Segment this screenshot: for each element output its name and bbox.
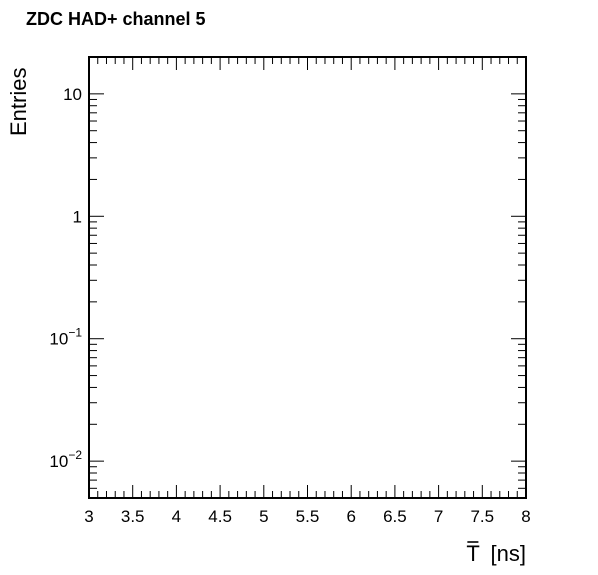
chart-title: ZDC HAD+ channel 5 [26, 9, 206, 29]
x-tick-label: 7 [434, 507, 443, 526]
y-tick-label: 10−2 [49, 448, 82, 471]
x-tick-label: 4.5 [208, 507, 232, 526]
x-axis-title: T [ns] [466, 541, 526, 566]
y-tick-label: 10−1 [49, 326, 82, 349]
x-tick-label: 3 [84, 507, 93, 526]
x-tick-label: 6.5 [383, 507, 407, 526]
x-tick-label: 6 [346, 507, 355, 526]
tick-labels: 3 3.5 4 4.5 5 5.5 6 6.5 7 7.5 8 10−2 10−1 1 10 [49, 85, 530, 526]
y-axis-title: Entries [6, 68, 31, 136]
x-axis-title-symbol: T [466, 541, 479, 566]
y-tick-label: 1 [73, 207, 82, 226]
x-tick-label: 5 [259, 507, 268, 526]
x-tick-label: 5.5 [296, 507, 320, 526]
plot-frame [88, 56, 527, 499]
y-tick-label: 10 [63, 85, 82, 104]
x-tick-label: 4 [172, 507, 181, 526]
x-tick-label: 7.5 [470, 507, 494, 526]
x-tick-label: 8 [521, 507, 530, 526]
svg-text:T [ns]: T [ns] [466, 541, 526, 566]
axis-ticks [88, 56, 527, 499]
x-tick-label: 3.5 [121, 507, 145, 526]
x-axis-title-unit: [ns] [491, 541, 526, 566]
